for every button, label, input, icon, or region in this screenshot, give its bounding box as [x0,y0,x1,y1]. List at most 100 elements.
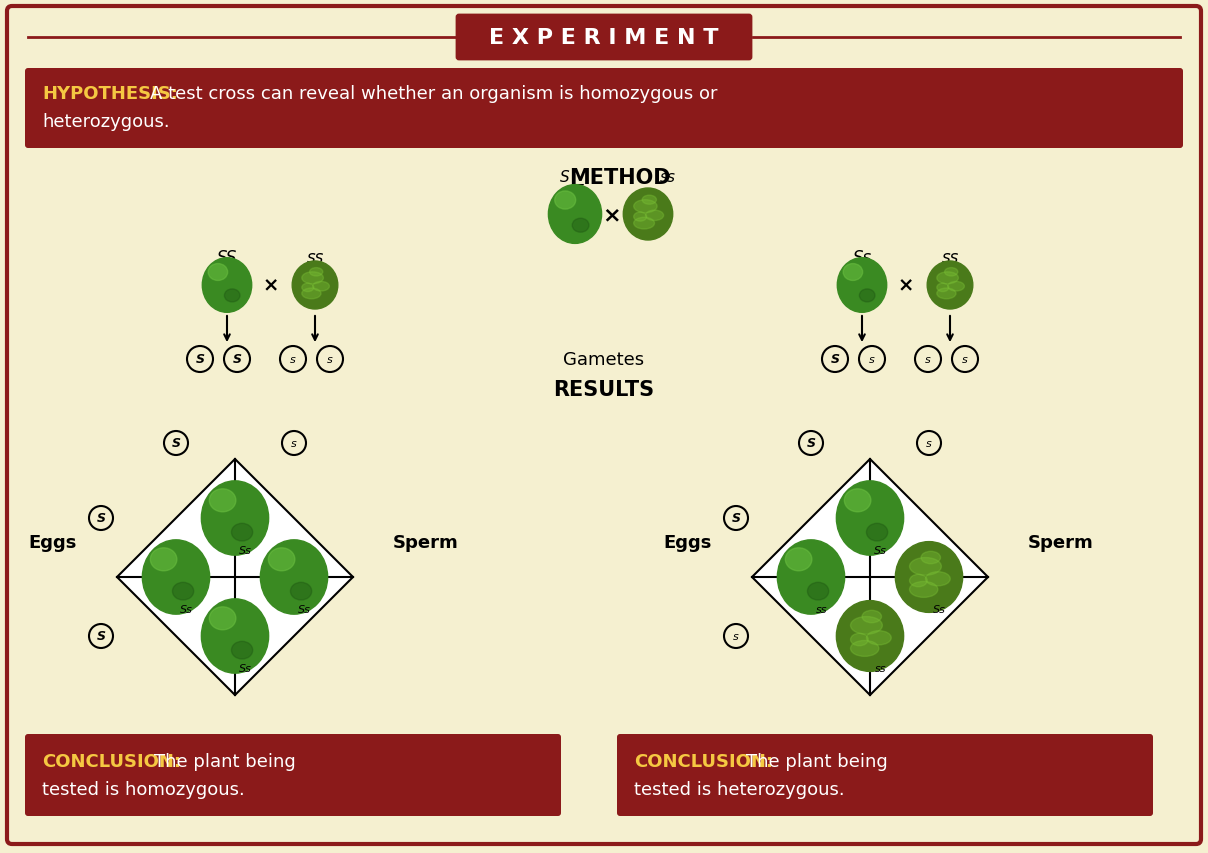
Ellipse shape [936,284,948,293]
Text: s: s [290,355,296,364]
Text: s: s [927,438,931,449]
Text: S: S [172,437,180,450]
Text: Ss: Ss [875,545,887,555]
Ellipse shape [634,212,646,222]
Ellipse shape [850,634,869,646]
Ellipse shape [645,211,663,221]
Text: ss: ss [815,604,827,614]
Polygon shape [753,460,988,695]
Text: Ss: Ss [239,663,252,673]
FancyBboxPatch shape [617,734,1152,816]
Ellipse shape [202,258,251,313]
FancyBboxPatch shape [457,16,751,60]
Text: A test cross can reveal whether an organism is homozygous or: A test cross can reveal whether an organ… [150,85,718,103]
Text: ss: ss [941,249,959,267]
Ellipse shape [836,481,904,555]
Ellipse shape [302,284,314,293]
Ellipse shape [548,185,602,244]
Text: HYPOTHESIS:: HYPOTHESIS: [42,85,178,103]
Text: s: s [925,355,931,364]
Text: Ss: Ss [180,604,193,614]
Text: Eggs: Eggs [663,533,712,551]
FancyBboxPatch shape [25,69,1183,148]
Text: tested is heterozygous.: tested is heterozygous. [634,780,844,798]
Text: E X P E R I M E N T: E X P E R I M E N T [489,28,719,48]
Text: Sperm: Sperm [1028,533,1093,551]
Ellipse shape [292,262,338,310]
Ellipse shape [150,548,176,572]
Ellipse shape [290,583,312,601]
Text: S: S [807,437,815,450]
Text: CONCLUSION:: CONCLUSION: [634,752,773,770]
Text: Ss: Ss [239,545,252,555]
Text: S: S [232,353,242,366]
Ellipse shape [261,540,327,614]
Ellipse shape [866,631,892,645]
Text: s: s [327,355,333,364]
Text: S: S [196,353,204,366]
Ellipse shape [232,641,252,659]
Ellipse shape [843,264,863,281]
Text: Sperm: Sperm [393,533,459,551]
Ellipse shape [947,282,964,292]
Ellipse shape [928,262,972,310]
Text: S: S [97,630,105,643]
Ellipse shape [837,258,887,313]
Text: s: s [291,438,297,449]
Text: ×: × [898,276,914,295]
Ellipse shape [225,289,240,303]
Ellipse shape [925,572,951,586]
Text: tested is homozygous.: tested is homozygous. [42,780,245,798]
Text: heterozygous.: heterozygous. [42,113,169,131]
Text: The plant being: The plant being [747,752,888,770]
Text: ×: × [263,276,279,295]
Ellipse shape [302,272,324,284]
Text: Gametes: Gametes [563,351,645,368]
Ellipse shape [202,481,268,555]
Ellipse shape [309,269,323,276]
FancyBboxPatch shape [7,7,1201,844]
Ellipse shape [634,218,655,229]
Ellipse shape [850,641,879,657]
Ellipse shape [850,617,882,635]
Text: ss: ss [660,170,676,185]
Ellipse shape [634,200,657,213]
Ellipse shape [143,540,210,614]
Text: Ss: Ss [934,604,946,614]
Text: METHOD: METHOD [569,168,670,188]
Ellipse shape [936,288,956,299]
Ellipse shape [554,192,576,210]
Text: s: s [962,355,968,364]
Text: s: s [869,355,875,364]
Ellipse shape [643,196,656,205]
FancyBboxPatch shape [25,734,561,816]
Ellipse shape [807,583,829,601]
Text: The plant being: The plant being [153,752,296,770]
Ellipse shape [920,552,941,564]
Ellipse shape [623,189,673,241]
Text: S: S [97,512,105,525]
Ellipse shape [945,269,958,276]
Ellipse shape [778,540,844,614]
Text: ss: ss [307,249,324,267]
Text: Ss: Ss [853,249,871,267]
Ellipse shape [844,490,871,512]
Polygon shape [117,460,353,695]
Ellipse shape [785,548,812,572]
Ellipse shape [866,524,888,542]
Text: RESULTS: RESULTS [553,380,655,399]
Ellipse shape [910,575,928,587]
Ellipse shape [859,289,875,303]
Ellipse shape [895,542,963,612]
Ellipse shape [863,611,882,623]
Ellipse shape [209,607,236,630]
Ellipse shape [268,548,295,572]
Text: S: S [561,170,570,185]
Text: ss: ss [875,663,887,673]
Text: S: S [732,512,741,525]
Text: s: s [733,631,739,641]
Ellipse shape [910,582,937,598]
Ellipse shape [836,601,904,671]
Ellipse shape [302,288,321,299]
Text: _: _ [575,170,582,185]
